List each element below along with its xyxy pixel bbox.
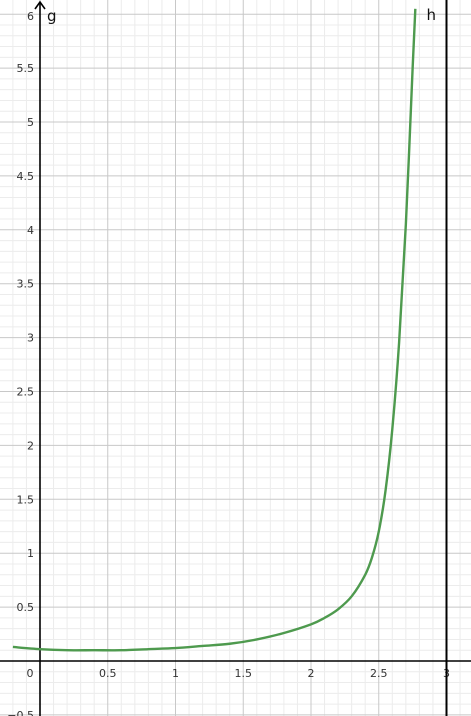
x-tick-label: 0 [27, 667, 34, 680]
y-axis-arrow-icon [34, 0, 46, 10]
y-tick-label: 6 [27, 10, 34, 23]
y-tick-label: 0.5 [17, 601, 35, 614]
y-tick-label: 4.5 [17, 170, 35, 183]
x-tick-label: 1.5 [235, 667, 253, 680]
y-tick-label: 1.5 [17, 493, 35, 506]
y-tick-label: 2 [27, 439, 34, 452]
y-tick-label: 5 [27, 116, 34, 129]
function-label-g: g [47, 7, 57, 25]
curve-g[interactable] [12, 8, 417, 652]
y-tick-label-negative: −0.5 [7, 709, 34, 716]
x-tick-label: 1 [172, 667, 179, 680]
function-label-h: h [427, 6, 437, 24]
y-tick-label: 1 [27, 547, 34, 560]
tick-labels: 00.511.522.530.511.522.533.544.555.56−0.… [7, 10, 450, 716]
x-tick-label: 2 [308, 667, 315, 680]
y-tick-label: 3.5 [17, 278, 35, 291]
x-tick-label: 2.5 [370, 667, 388, 680]
y-tick-label: 2.5 [17, 386, 35, 399]
x-tick-label: 0.5 [99, 667, 117, 680]
y-tick-label: 4 [27, 224, 34, 237]
y-tick-label: 5.5 [17, 62, 35, 75]
y-tick-label: 3 [27, 332, 34, 345]
